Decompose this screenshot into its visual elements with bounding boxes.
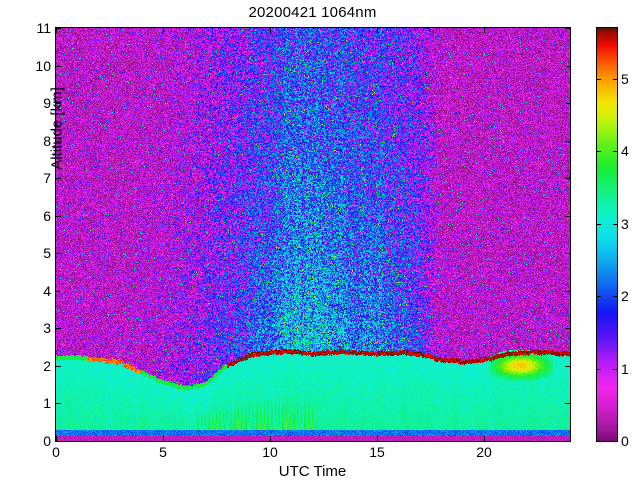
y-tick-mark-right	[565, 66, 570, 67]
x-tick-mark	[270, 436, 271, 441]
y-tick-mark-right	[565, 103, 570, 104]
x-tick-mark	[56, 436, 57, 441]
y-tick-label: 6	[43, 208, 51, 224]
colorbar-tick-mark	[597, 151, 601, 152]
colorbar-tick-label: 0	[621, 433, 629, 449]
y-tick-mark-right	[565, 253, 570, 254]
x-tick-mark	[484, 436, 485, 441]
y-tick-mark-right	[565, 141, 570, 142]
x-tick-label: 20	[476, 444, 492, 460]
colorbar-tick-label: 4	[621, 143, 629, 159]
y-tick-mark	[56, 253, 61, 254]
y-tick-label: 3	[43, 320, 51, 336]
colorbar-tick-mark	[597, 79, 601, 80]
colorbar-tick-label: 5	[621, 71, 629, 87]
y-tick-mark-right	[565, 366, 570, 367]
y-tick-label: 0	[43, 433, 51, 449]
colorbar-frame	[596, 27, 618, 442]
y-tick-label: 10	[35, 58, 51, 74]
y-tick-label: 11	[36, 20, 51, 36]
colorbar-tick-mark	[613, 369, 617, 370]
y-tick-mark-right	[565, 216, 570, 217]
colorbar-tick-mark	[597, 369, 601, 370]
x-tick-mark-top	[270, 28, 271, 33]
y-tick-mark-right	[565, 178, 570, 179]
x-tick-label: 5	[159, 444, 167, 460]
x-tick-mark	[377, 436, 378, 441]
colorbar-tick-mark	[613, 296, 617, 297]
colorbar-tick-mark	[613, 441, 617, 442]
y-tick-mark	[56, 103, 61, 104]
y-tick-mark-right	[565, 291, 570, 292]
x-tick-label: 15	[369, 444, 385, 460]
colorbar-tick-mark	[613, 224, 617, 225]
y-tick-mark	[56, 441, 61, 442]
y-tick-label: 1	[43, 395, 51, 411]
colorbar-tick-mark	[613, 151, 617, 152]
y-tick-label: 4	[43, 283, 51, 299]
y-tick-mark-right	[565, 328, 570, 329]
y-tick-mark-right	[565, 441, 570, 442]
y-tick-mark	[56, 403, 61, 404]
y-tick-mark	[56, 216, 61, 217]
y-tick-label: 5	[43, 245, 51, 261]
x-tick-label: 10	[262, 444, 278, 460]
y-tick-mark	[56, 328, 61, 329]
colorbar-tick-mark	[597, 224, 601, 225]
x-tick-mark-top	[377, 28, 378, 33]
x-tick-mark	[163, 436, 164, 441]
x-tick-mark-top	[56, 28, 57, 33]
y-tick-label: 2	[43, 358, 51, 374]
colorbar-tick-mark	[597, 441, 601, 442]
y-tick-label: 7	[43, 170, 51, 186]
y-tick-mark-right	[565, 403, 570, 404]
lidar-backscatter-heatmap	[56, 28, 570, 441]
colorbar-tick-mark	[597, 296, 601, 297]
y-tick-mark	[56, 366, 61, 367]
y-tick-mark	[56, 178, 61, 179]
colorbar-tick-label: 2	[621, 288, 629, 304]
y-axis-label: Altitude [km]	[48, 87, 66, 170]
colorbar-gradient	[597, 28, 617, 441]
page-title: 20200421 1064nm	[248, 4, 377, 21]
x-axis-label: UTC Time	[278, 463, 347, 480]
colorbar-tick-mark	[613, 79, 617, 80]
y-tick-mark	[56, 291, 61, 292]
y-tick-mark	[56, 28, 61, 29]
x-tick-label: 0	[52, 444, 60, 460]
y-tick-label: 8	[43, 133, 51, 149]
y-tick-mark	[56, 66, 61, 67]
colorbar-tick-label: 1	[621, 361, 629, 377]
x-tick-mark-top	[484, 28, 485, 33]
y-tick-label: 9	[43, 95, 51, 111]
y-tick-mark-right	[565, 28, 570, 29]
colorbar-tick-label: 3	[621, 216, 629, 232]
x-tick-mark-top	[163, 28, 164, 33]
y-tick-mark	[56, 141, 61, 142]
